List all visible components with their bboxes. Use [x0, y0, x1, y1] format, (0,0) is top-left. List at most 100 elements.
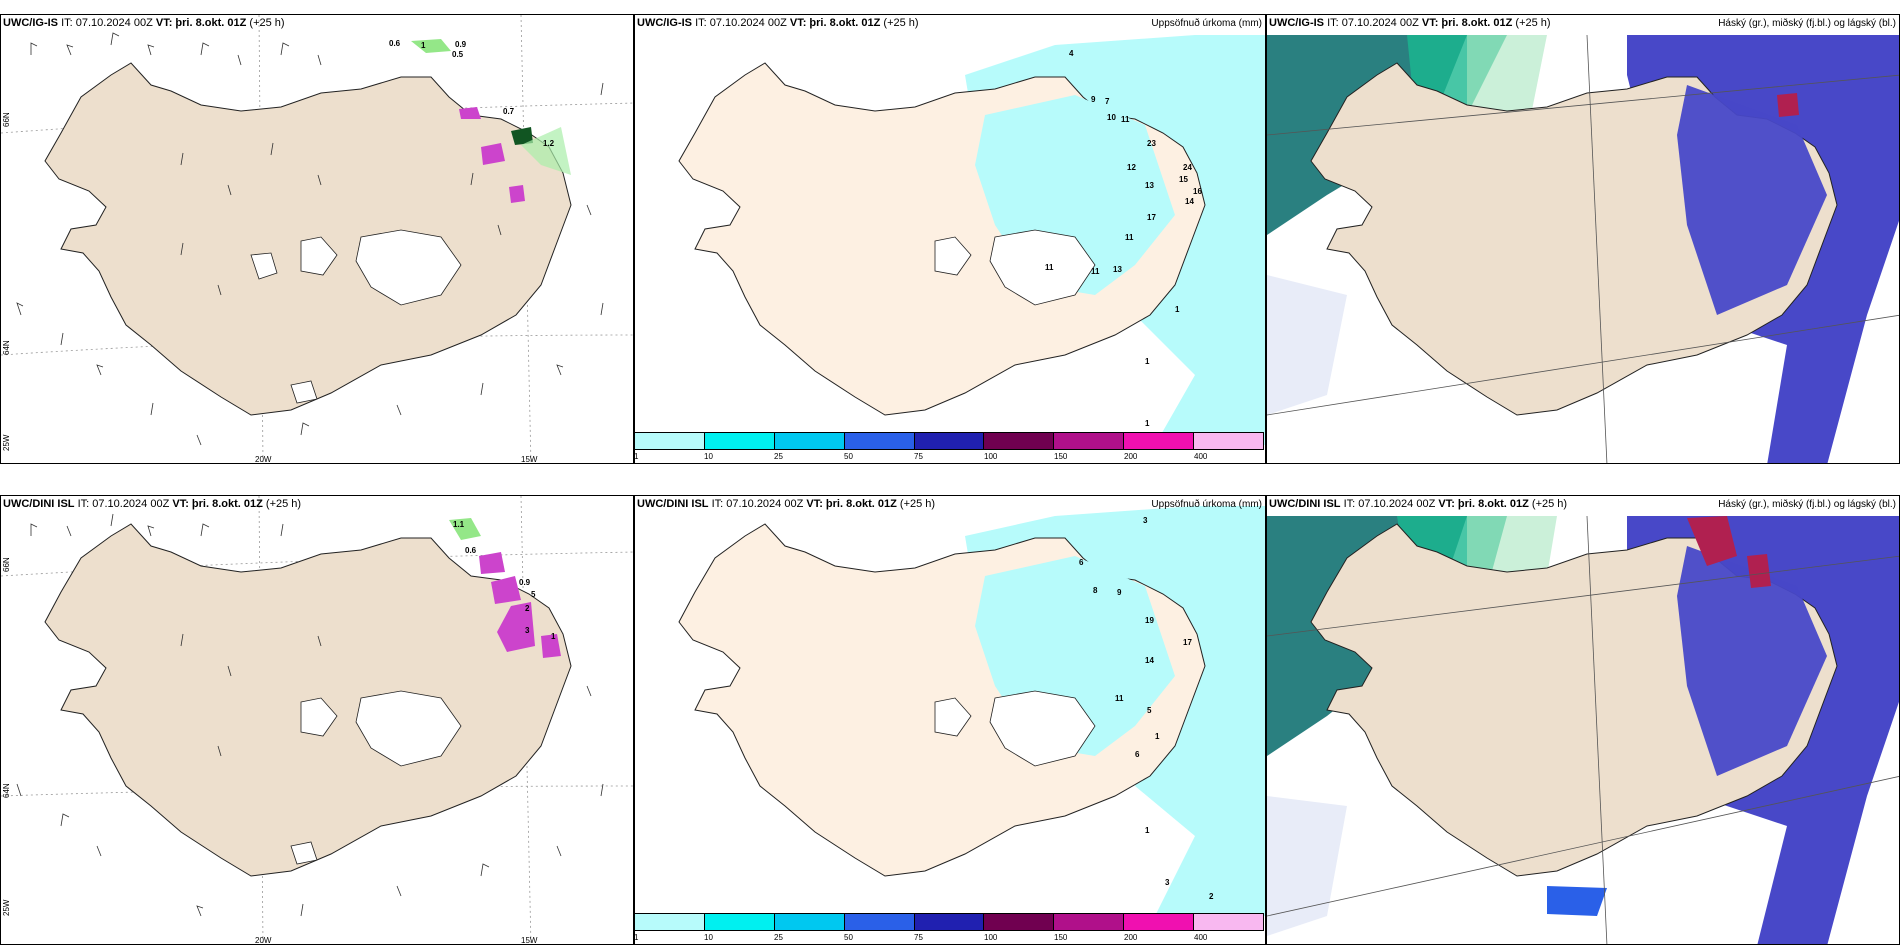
colorbar-bottom [634, 913, 1264, 931]
precip-value: 17 [1147, 213, 1156, 222]
panel-subtitle: Háský (gr.), miðský (fj.bl.) og lágský (… [1718, 18, 1896, 29]
lon-label: 20W [255, 936, 272, 945]
colorbar-tick: 50 [844, 452, 853, 461]
precip-value: 1 [1145, 419, 1150, 428]
panel-subtitle: Uppsöfnuð úrkoma (mm) [1151, 499, 1262, 510]
precip-value: 4 [1069, 49, 1074, 58]
colorbar-tick: 400 [1194, 452, 1208, 461]
precip-value: 12 [1127, 163, 1136, 172]
panel-subtitle: Uppsöfnuð úrkoma (mm) [1151, 18, 1262, 29]
colorbar-tick: 25 [774, 933, 783, 942]
colorbar-tick: 200 [1124, 452, 1138, 461]
colorbar-tick: 100 [984, 452, 998, 461]
precip-value: 24 [1183, 163, 1192, 172]
lon-label: 20W [255, 455, 272, 464]
lon-label: 15W [521, 455, 538, 464]
cloud-map [1267, 34, 1899, 463]
precip-value: 1 [1145, 826, 1150, 835]
lat-label: 66N [2, 112, 11, 127]
precip-value: 2 [1209, 892, 1214, 901]
lon-label: 25W [2, 434, 11, 451]
lon-label: 25W [2, 899, 11, 916]
precip-value: 10 [1107, 113, 1116, 122]
precip-value: 15 [1179, 175, 1188, 184]
colorbar-tick: 100 [984, 933, 998, 942]
colorbar-tick: 400 [1194, 933, 1208, 942]
precip-value: 19 [1145, 616, 1154, 625]
wind-value: 0.6 [465, 546, 477, 555]
precip-value: 23 [1147, 139, 1156, 148]
precip-value: 9 [1117, 588, 1122, 597]
precip-value: 16 [1193, 187, 1202, 196]
precip-value: 11 [1125, 233, 1134, 242]
panel-title: UWC/IG-IS IT: 07.10.2024 00Z VT: þri. 8.… [1269, 17, 1551, 29]
precip-value: 13 [1145, 181, 1154, 190]
panel-precip-bottom: UWC/DINI ISL IT: 07.10.2024 00Z VT: þri.… [634, 495, 1266, 945]
precip-map [678, 35, 1265, 445]
precip-value: 6 [1135, 750, 1140, 759]
colorbar-tick: 75 [914, 933, 923, 942]
precip-value: 14 [1145, 656, 1154, 665]
precip-value: 3 [1143, 516, 1148, 525]
precip-value: 17 [1183, 638, 1192, 647]
panel-wind-bottom: UWC/DINI ISL IT: 07.10.2024 00Z VT: þri.… [0, 495, 634, 945]
precip-value: 7 [1105, 97, 1110, 106]
panel-precip-top: UWC/IG-IS IT: 07.10.2024 00Z VT: þri. 8.… [634, 14, 1266, 464]
wind-map [1, 15, 633, 463]
precip-value: 1 [1155, 732, 1160, 741]
colorbar-tick: 50 [844, 933, 853, 942]
precip-value: 11 [1121, 115, 1130, 124]
wind-value: 3 [525, 626, 530, 635]
wind-value: 1 [551, 632, 556, 641]
precip-value: 13 [1113, 265, 1122, 274]
cloud-map [1267, 515, 1899, 944]
precip-value: 1 [1145, 357, 1150, 366]
colorbar-tick: 150 [1054, 452, 1068, 461]
colorbar-tick: 150 [1054, 933, 1068, 942]
precip-value: 6 [1079, 558, 1084, 567]
panel-subtitle: Háský (gr.), miðský (fj.bl.) og lágský (… [1718, 499, 1896, 510]
precip-blobs [411, 39, 571, 203]
wind-value: 1.2 [543, 139, 555, 148]
panel-clouds-top: UWC/IG-IS IT: 07.10.2024 00Z VT: þri. 8.… [1266, 14, 1900, 464]
colorbar-tick: 10 [704, 452, 713, 461]
colorbar-tick: 1 [634, 452, 639, 461]
panel-title: UWC/DINI ISL IT: 07.10.2024 00Z VT: þri.… [1269, 498, 1568, 510]
colorbar-tick: 10 [704, 933, 713, 942]
lat-label: 64N [2, 783, 11, 798]
wind-map [1, 496, 633, 944]
wind-value: 1 [421, 41, 426, 50]
precip-value: 1 [1175, 305, 1180, 314]
precip-value: 5 [1147, 706, 1152, 715]
lat-label: 64N [2, 340, 11, 355]
panel-title: UWC/DINI ISL IT: 07.10.2024 00Z VT: þri.… [637, 498, 936, 510]
panel-title: UWC/DINI ISL IT: 07.10.2024 00Z VT: þri.… [3, 498, 302, 510]
lat-label: 66N [2, 557, 11, 572]
colorbar-top [634, 432, 1264, 450]
precip-value: 11 [1115, 694, 1124, 703]
colorbar-tick: 25 [774, 452, 783, 461]
precip-value: 11 [1091, 267, 1100, 276]
precip-value: 9 [1091, 95, 1096, 104]
panel-clouds-bottom: UWC/DINI ISL IT: 07.10.2024 00Z VT: þri.… [1266, 495, 1900, 945]
precip-value: 3 [1165, 878, 1170, 887]
wind-value: 0.5 [452, 50, 464, 59]
colorbar-tick: 1 [634, 933, 639, 942]
panel-title: UWC/IG-IS IT: 07.10.2024 00Z VT: þri. 8.… [637, 17, 919, 29]
colorbar-tick: 200 [1124, 933, 1138, 942]
colorbar-tick: 75 [914, 452, 923, 461]
wind-value: 1.1 [453, 520, 465, 529]
wind-value: 0.9 [519, 578, 531, 587]
panel-title: UWC/IG-IS IT: 07.10.2024 00Z VT: þri. 8.… [3, 17, 285, 29]
precip-value: 8 [1093, 586, 1098, 595]
iceland-land [44, 62, 572, 416]
lon-label: 15W [521, 936, 538, 945]
panel-wind-top: UWC/IG-IS IT: 07.10.2024 00Z VT: þri. 8.… [0, 14, 634, 464]
precip-map [678, 506, 1265, 916]
wind-value: 5 [531, 590, 536, 599]
wind-value: 0.9 [455, 40, 467, 49]
wind-value: 0.7 [503, 107, 515, 116]
wind-value: 0.6 [389, 39, 401, 48]
wind-barbs [16, 32, 604, 446]
wind-value: 2 [525, 604, 530, 613]
